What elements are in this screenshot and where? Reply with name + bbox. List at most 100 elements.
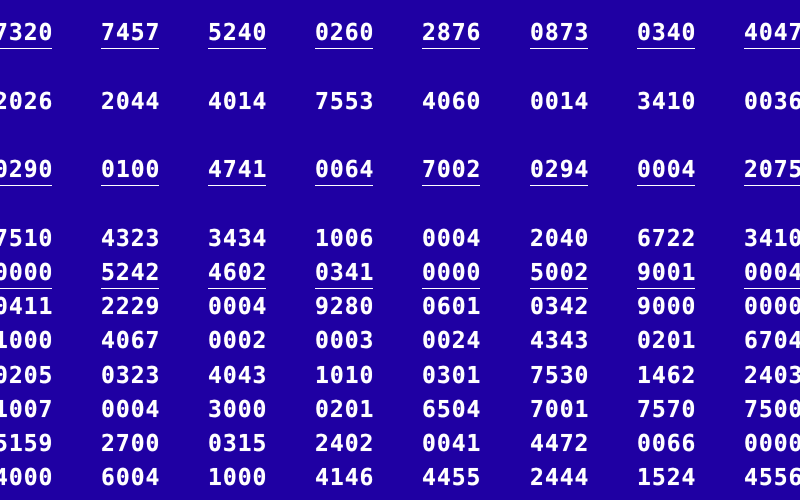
grid-cell: 1010 <box>315 363 377 389</box>
grid-cell: 0036 <box>744 89 800 115</box>
grid-cell: 2026 <box>0 89 56 115</box>
grid-cell: 0260 <box>315 20 377 49</box>
grid-cell: 2040 <box>530 226 592 252</box>
grid-cell: 4043 <box>208 363 270 389</box>
grid-cell: 4472 <box>530 431 592 457</box>
grid-cell: 5002 <box>530 260 592 289</box>
grid-cell: 1000 <box>208 465 270 491</box>
grid-cell: 0341 <box>315 260 377 289</box>
grid-cell: 4000 <box>0 465 56 491</box>
grid-cell: 7001 <box>530 397 592 423</box>
grid-cell: 2700 <box>101 431 163 457</box>
grid-cell: 0601 <box>422 294 484 320</box>
grid-cell: 2876 <box>422 20 484 49</box>
grid-cell: 0004 <box>422 226 484 252</box>
grid-cell: 0000 <box>0 260 56 289</box>
grid-row: 1007 0004 3000 0201 6504 7001 7570 7500 <box>0 397 800 425</box>
grid-cell: 4741 <box>208 157 270 186</box>
grid-cell: 0004 <box>101 397 163 423</box>
grid-cell: 0201 <box>315 397 377 423</box>
grid-cell: 3434 <box>208 226 270 252</box>
grid-cell: 9001 <box>637 260 699 289</box>
grid-cell: 0066 <box>637 431 699 457</box>
grid-cell: 6722 <box>637 226 699 252</box>
grid-cell: 0004 <box>637 157 699 186</box>
grid-cell: 1000 <box>0 328 56 354</box>
grid-cell: 7320 <box>0 20 56 49</box>
grid-cell: 4014 <box>208 89 270 115</box>
grid-cell: 0290 <box>0 157 56 186</box>
grid-row: 0411 2229 0004 9280 0601 0342 9000 0000 <box>0 294 800 322</box>
grid-cell: 0294 <box>530 157 592 186</box>
grid-cell: 4146 <box>315 465 377 491</box>
grid-cell: 9000 <box>637 294 699 320</box>
grid-cell: 7570 <box>637 397 699 423</box>
grid-cell: 0041 <box>422 431 484 457</box>
grid-cell: 4323 <box>101 226 163 252</box>
grid-cell: 4556 <box>744 465 800 491</box>
grid-cell: 0000 <box>422 260 484 289</box>
grid-row: 4000 6004 1000 4146 4455 2444 1524 4556 <box>0 465 800 493</box>
grid-cell: 0004 <box>208 294 270 320</box>
grid-cell: 4047 <box>744 20 800 49</box>
grid-cell: 6504 <box>422 397 484 423</box>
grid-cell: 1462 <box>637 363 699 389</box>
grid-cell: 0003 <box>315 328 377 354</box>
grid-cell: 5240 <box>208 20 270 49</box>
grid-cell: 0014 <box>530 89 592 115</box>
grid-cell: 0873 <box>530 20 592 49</box>
grid-cell: 0004 <box>744 260 800 289</box>
grid-cell: 6704 <box>744 328 800 354</box>
grid-cell: 0002 <box>208 328 270 354</box>
grid-cell: 2229 <box>101 294 163 320</box>
grid-row: 0000 5242 4602 0341 0000 5002 9001 0004 <box>0 260 800 289</box>
grid-cell: 7553 <box>315 89 377 115</box>
grid-cell: 0000 <box>744 294 800 320</box>
grid-cell: 0064 <box>315 157 377 186</box>
grid-cell: 4067 <box>101 328 163 354</box>
grid-cell: 0205 <box>0 363 56 389</box>
grid-cell: 2075 <box>744 157 800 186</box>
grid-cell: 0201 <box>637 328 699 354</box>
grid-row: 0290 0100 4741 0064 7002 0294 0004 2075 <box>0 157 800 186</box>
grid-cell: 7457 <box>101 20 163 49</box>
grid-cell: 7500 <box>744 397 800 423</box>
grid-cell: 0024 <box>422 328 484 354</box>
grid-cell: 4602 <box>208 260 270 289</box>
grid-cell: 9280 <box>315 294 377 320</box>
grid-cell: 0301 <box>422 363 484 389</box>
grid-cell: 2044 <box>101 89 163 115</box>
grid-row: 2026 2044 4014 7553 4060 0014 3410 0036 <box>0 89 800 117</box>
grid-cell: 1007 <box>0 397 56 423</box>
grid-row: 0205 0323 4043 1010 0301 7530 1462 2403 <box>0 363 800 391</box>
grid-cell: 3410 <box>637 89 699 115</box>
grid-cell: 4343 <box>530 328 592 354</box>
grid-cell: 5159 <box>0 431 56 457</box>
grid-cell: 3000 <box>208 397 270 423</box>
grid-row: 5159 2700 0315 2402 0041 4472 0066 0000 <box>0 431 800 459</box>
grid-cell: 3410 <box>744 226 800 252</box>
grid-cell: 7510 <box>0 226 56 252</box>
grid-row: 1000 4067 0002 0003 0024 4343 0201 6704 <box>0 328 800 356</box>
grid-cell: 4060 <box>422 89 484 115</box>
grid-cell: 2402 <box>315 431 377 457</box>
grid-cell: 0000 <box>744 431 800 457</box>
grid-cell: 6004 <box>101 465 163 491</box>
grid-cell: 0323 <box>101 363 163 389</box>
grid-cell: 2444 <box>530 465 592 491</box>
grid-cell: 4455 <box>422 465 484 491</box>
grid-cell: 2403 <box>744 363 800 389</box>
grid-cell: 0340 <box>637 20 699 49</box>
grid-cell: 0342 <box>530 294 592 320</box>
grid-cell: 7530 <box>530 363 592 389</box>
grid-cell: 0411 <box>0 294 56 320</box>
grid-cell: 1524 <box>637 465 699 491</box>
grid-cell: 0100 <box>101 157 163 186</box>
grid-cell: 5242 <box>101 260 163 289</box>
grid-cell: 1006 <box>315 226 377 252</box>
grid-row: 7510 4323 3434 1006 0004 2040 6722 3410 <box>0 226 800 254</box>
grid-row: 7320 7457 5240 0260 2876 0873 0340 4047 <box>0 20 800 49</box>
grid-cell: 7002 <box>422 157 484 186</box>
grid-cell: 0315 <box>208 431 270 457</box>
